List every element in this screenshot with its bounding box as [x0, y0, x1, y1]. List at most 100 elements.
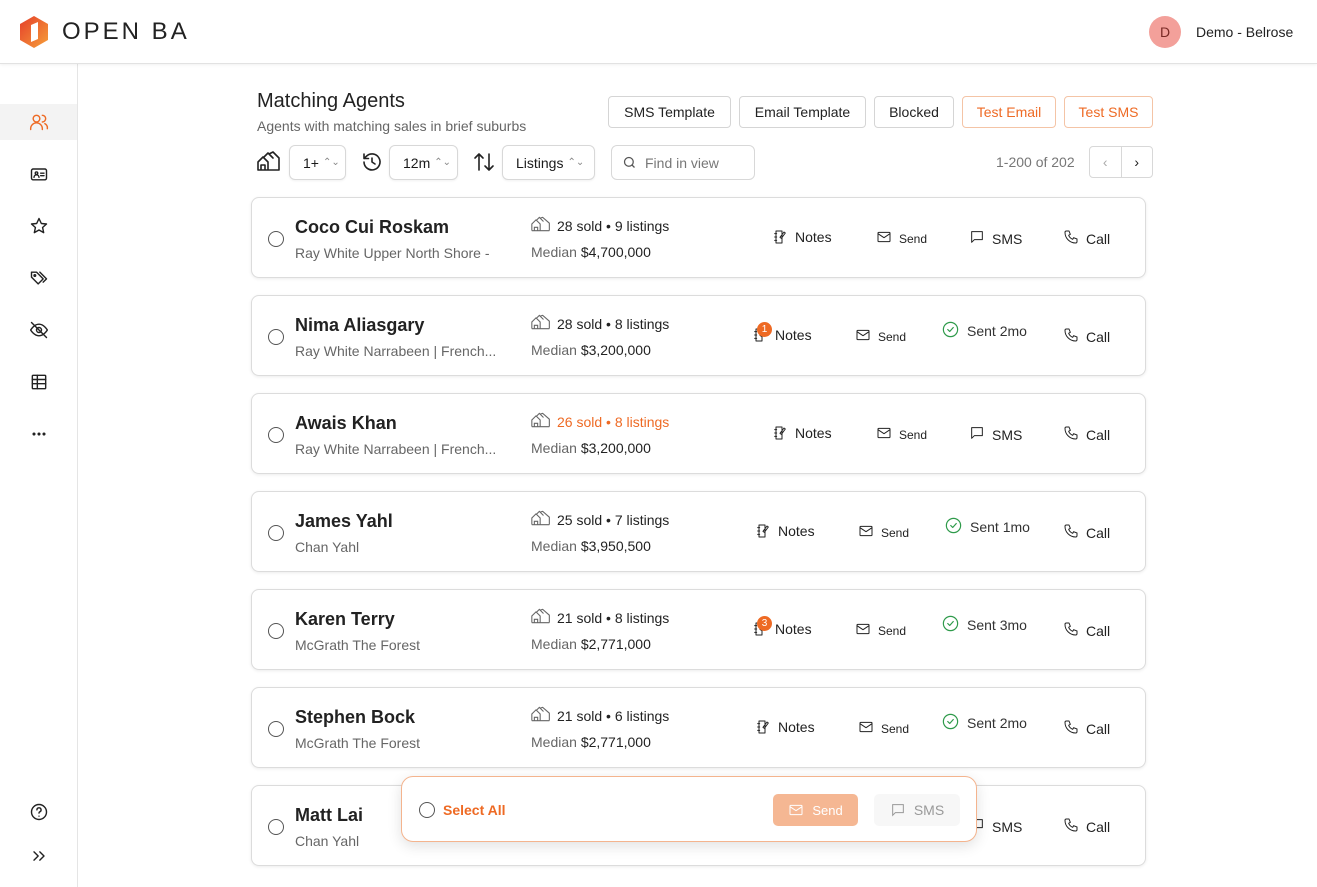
call-button[interactable]: Call — [1063, 327, 1110, 346]
blocked-button[interactable]: Blocked — [874, 96, 954, 128]
call-button[interactable]: Call — [1063, 621, 1110, 640]
notes-button[interactable]: Notes — [772, 229, 832, 245]
agent-name[interactable]: Karen Terry — [295, 609, 395, 629]
notes-button[interactable]: 1 Notes — [752, 322, 812, 343]
user-name[interactable]: Demo - Belrose — [1196, 24, 1294, 40]
notes-icon: 1 — [752, 322, 772, 343]
sms-button[interactable]: SMS — [969, 817, 1022, 836]
agent-name[interactable]: Awais Khan — [295, 413, 397, 433]
houses-icon — [531, 608, 551, 627]
search-input[interactable] — [645, 154, 745, 171]
sidebar-expand-button[interactable] — [0, 838, 77, 874]
select-agent-radio[interactable] — [268, 329, 284, 345]
call-button[interactable]: Call — [1063, 817, 1110, 836]
select-agent-radio[interactable] — [268, 427, 284, 443]
notes-button[interactable]: Notes — [772, 425, 832, 441]
mail-icon — [876, 425, 892, 444]
pagination-controls: ‹ › — [1089, 146, 1153, 178]
sidebar-item-contacts[interactable] — [0, 156, 77, 192]
select-agent-radio[interactable] — [268, 623, 284, 639]
select-agent-radio[interactable] — [268, 819, 284, 835]
search-field[interactable] — [611, 145, 755, 180]
sort-value: Listings — [516, 154, 564, 171]
send-email-button[interactable]: Send — [876, 425, 927, 444]
phone-icon — [1063, 229, 1079, 248]
notes-label: Notes — [778, 523, 815, 539]
notes-icon — [772, 229, 788, 245]
send-email-button[interactable]: Send — [855, 621, 906, 640]
next-page-button[interactable]: › — [1134, 154, 1140, 170]
median-value: $2,771,000 — [580, 734, 651, 750]
notes-button[interactable]: Notes — [755, 523, 815, 539]
call-button[interactable]: Call — [1063, 719, 1110, 738]
select-agent-radio[interactable] — [268, 525, 284, 541]
median-value: $3,200,000 — [580, 342, 651, 358]
avatar[interactable]: D — [1149, 16, 1181, 48]
stats-text: 21 sold • 8 listings — [557, 609, 670, 626]
prev-page-button[interactable]: ‹ — [1090, 147, 1122, 177]
phone-icon — [1063, 425, 1079, 444]
sidebar-item-hidden[interactable] — [0, 312, 77, 348]
sms-button[interactable]: SMS — [969, 229, 1022, 248]
notes-button[interactable]: 3 Notes — [752, 616, 812, 637]
select-agent-radio[interactable] — [268, 721, 284, 737]
sidebar-item-favourites[interactable] — [0, 208, 77, 244]
send-label: Send — [899, 427, 928, 442]
agent-median: Median $3,200,000 — [531, 342, 651, 358]
period-select[interactable]: 12m ⌃⌄ — [389, 145, 458, 180]
call-button[interactable]: Call — [1063, 229, 1110, 248]
agent-agency: Ray White Upper North Shore - — [295, 245, 490, 261]
select-all-label[interactable]: Select All — [443, 802, 506, 818]
check-circle-icon — [941, 320, 960, 342]
bulk-send-button[interactable]: Send — [773, 794, 858, 826]
mail-icon — [855, 621, 871, 640]
sidebar-item-table[interactable] — [0, 364, 77, 400]
select-all-radio[interactable] — [419, 802, 435, 818]
median-value: $4,700,000 — [580, 244, 651, 260]
email-template-button[interactable]: Email Template — [739, 96, 866, 128]
sms-button[interactable]: SMS — [969, 425, 1022, 444]
message-icon — [891, 804, 904, 817]
call-button[interactable]: Call — [1063, 425, 1110, 444]
sent-label: Sent 2mo — [967, 323, 1027, 339]
agent-name[interactable]: Stephen Bock — [295, 707, 416, 727]
notes-button[interactable]: Notes — [755, 719, 815, 735]
sms-template-button[interactable]: SMS Template — [608, 96, 731, 128]
page-title: Matching Agents — [257, 90, 405, 112]
agent-name[interactable]: Coco Cui Roskam — [295, 217, 450, 237]
bulk-sms-button[interactable]: SMS — [874, 794, 960, 826]
send-email-button[interactable]: Send — [876, 229, 927, 248]
call-button[interactable]: Call — [1063, 523, 1110, 542]
phone-icon — [1063, 523, 1079, 542]
test-email-button[interactable]: Test Email — [962, 96, 1056, 128]
help-icon — [30, 803, 47, 821]
sidebar-item-more[interactable] — [0, 416, 77, 452]
agent-stats: 21 sold • 6 listings — [531, 706, 669, 725]
period-value: 12m — [403, 154, 431, 171]
agent-agency: Ray White Narrabeen | French... — [295, 441, 497, 457]
phone-icon — [1063, 327, 1079, 346]
send-email-button[interactable]: Send — [855, 327, 906, 346]
sales-count-select[interactable]: 1+ ⌃⌄ — [289, 145, 346, 180]
notes-icon — [755, 719, 771, 735]
median-value: $3,950,500 — [580, 538, 651, 554]
sent-status: Sent 3mo — [941, 614, 1027, 636]
sidebar-item-help[interactable] — [0, 794, 77, 830]
agent-name[interactable]: Nima Aliasgary — [295, 315, 425, 335]
agent-name[interactable]: James Yahl — [295, 511, 393, 531]
test-sms-button[interactable]: Test SMS — [1064, 96, 1153, 128]
sent-label: Sent 2mo — [967, 715, 1027, 731]
agent-name[interactable]: Matt Lai — [295, 805, 364, 825]
select-agent-radio[interactable] — [268, 231, 284, 247]
mail-icon — [876, 229, 892, 248]
sidebar-item-tags[interactable] — [0, 260, 77, 296]
sms-label: SMS — [992, 230, 1023, 247]
send-email-button[interactable]: Send — [858, 523, 909, 542]
agent-median: Median $3,950,500 — [531, 538, 651, 554]
send-email-button[interactable]: Send — [858, 719, 909, 738]
houses-icon — [531, 216, 551, 235]
sidebar-item-agents[interactable] — [0, 104, 77, 140]
sort-select[interactable]: Listings ⌃⌄ — [502, 145, 595, 180]
call-label: Call — [1086, 720, 1111, 737]
agent-stats: 28 sold • 8 listings — [531, 314, 669, 333]
